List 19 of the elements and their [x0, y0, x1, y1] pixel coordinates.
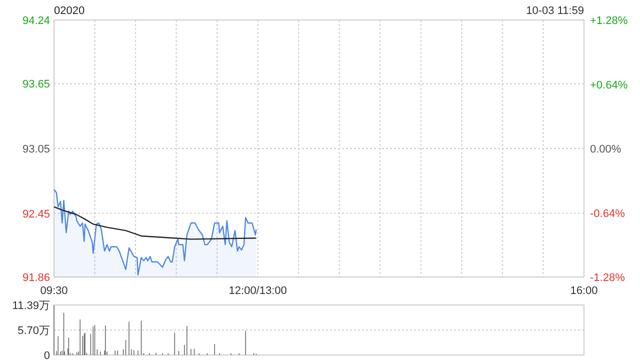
chart-title: 02020 [54, 5, 85, 17]
y-tick-label: 94.24 [22, 15, 50, 27]
y-tick-label: 91.86 [22, 272, 50, 284]
y2-tick-label: +1.28% [590, 15, 628, 27]
y2-tick-label: -1.28% [590, 272, 626, 284]
y-tick-label: 93.65 [22, 78, 50, 91]
line-series [53, 206, 257, 240]
y-tick-label: 0 [44, 350, 50, 360]
x-tick-label: 16:00 [570, 285, 598, 297]
y2-tick-label: -0.64% [590, 208, 626, 220]
y-tick-label: 93.05 [22, 144, 50, 156]
x-tick-label: 12:00/13:00 [228, 285, 287, 297]
y2-tick-label: 0.00% [590, 144, 622, 156]
y-tick-label: 92.45 [22, 208, 50, 220]
y-tick-label: 5.70万 [18, 324, 50, 337]
y-tick-label: 11.39万 [12, 300, 50, 312]
x-tick-label: 09:30 [40, 285, 68, 297]
y2-tick-label: +0.64% [590, 79, 628, 92]
text: 10-03 11:59 [526, 5, 584, 17]
